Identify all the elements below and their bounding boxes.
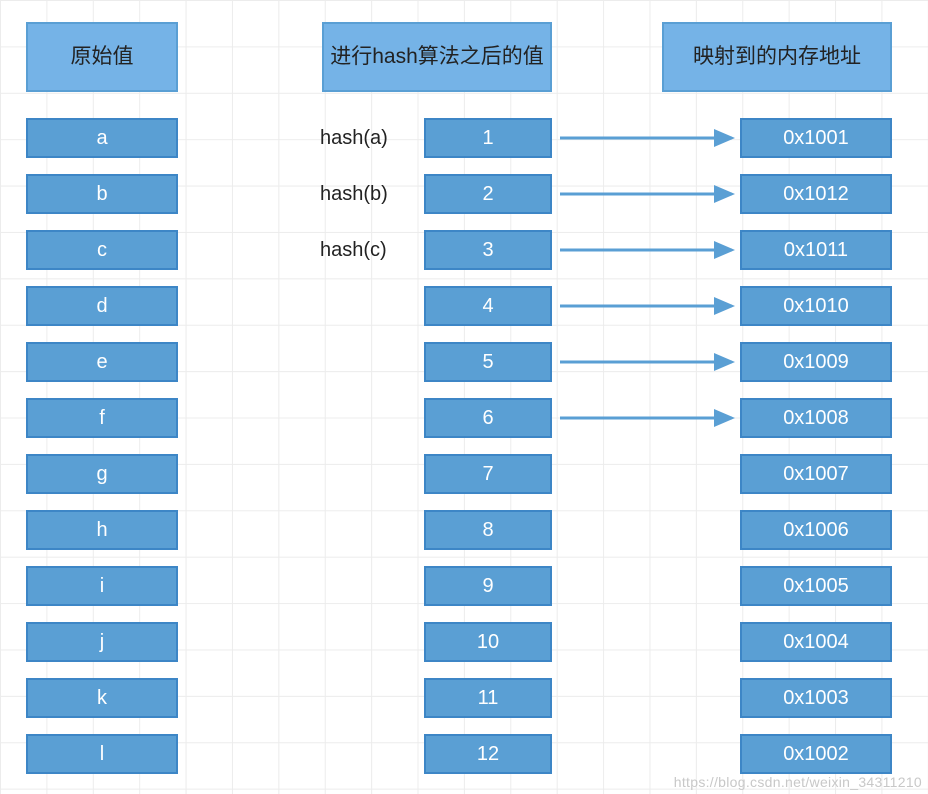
hashed-cell: 7 (424, 454, 552, 494)
header-original: 原始值 (26, 22, 178, 92)
address-cell: 0x1006 (740, 510, 892, 550)
header-original-label: 原始值 (71, 44, 134, 70)
original-cell: i (26, 566, 178, 606)
hashed-cell: 4 (424, 286, 552, 326)
header-address-label: 映射到的内存地址 (693, 44, 861, 70)
original-cell: f (26, 398, 178, 438)
address-cell: 0x1001 (740, 118, 892, 158)
header-address: 映射到的内存地址 (662, 22, 892, 92)
address-cell: 0x1007 (740, 454, 892, 494)
hashed-cell: 6 (424, 398, 552, 438)
original-cell: e (26, 342, 178, 382)
original-cell: d (26, 286, 178, 326)
hashed-cell: 9 (424, 566, 552, 606)
address-cell: 0x1005 (740, 566, 892, 606)
diagram-canvas: 原始值 进行hash算法之后的值 映射到的内存地址 https://blog.c… (0, 0, 928, 794)
original-cell: a (26, 118, 178, 158)
original-cell: k (26, 678, 178, 718)
original-cell: h (26, 510, 178, 550)
hash-label: hash(b) (320, 174, 416, 214)
hashed-cell: 2 (424, 174, 552, 214)
hashed-cell: 3 (424, 230, 552, 270)
address-cell: 0x1008 (740, 398, 892, 438)
address-cell: 0x1011 (740, 230, 892, 270)
address-cell: 0x1002 (740, 734, 892, 774)
hash-label: hash(c) (320, 230, 416, 270)
original-cell: j (26, 622, 178, 662)
address-cell: 0x1009 (740, 342, 892, 382)
original-cell: c (26, 230, 178, 270)
address-cell: 0x1003 (740, 678, 892, 718)
watermark: https://blog.csdn.net/weixin_34311210 (674, 774, 922, 790)
address-cell: 0x1004 (740, 622, 892, 662)
original-cell: l (26, 734, 178, 774)
header-hashed: 进行hash算法之后的值 (322, 22, 552, 92)
hashed-cell: 11 (424, 678, 552, 718)
hash-label: hash(a) (320, 118, 416, 158)
hashed-cell: 1 (424, 118, 552, 158)
hashed-cell: 5 (424, 342, 552, 382)
hashed-cell: 8 (424, 510, 552, 550)
hashed-cell: 10 (424, 622, 552, 662)
address-cell: 0x1012 (740, 174, 892, 214)
hashed-cell: 12 (424, 734, 552, 774)
original-cell: g (26, 454, 178, 494)
header-hashed-label: 进行hash算法之后的值 (330, 44, 544, 70)
original-cell: b (26, 174, 178, 214)
address-cell: 0x1010 (740, 286, 892, 326)
